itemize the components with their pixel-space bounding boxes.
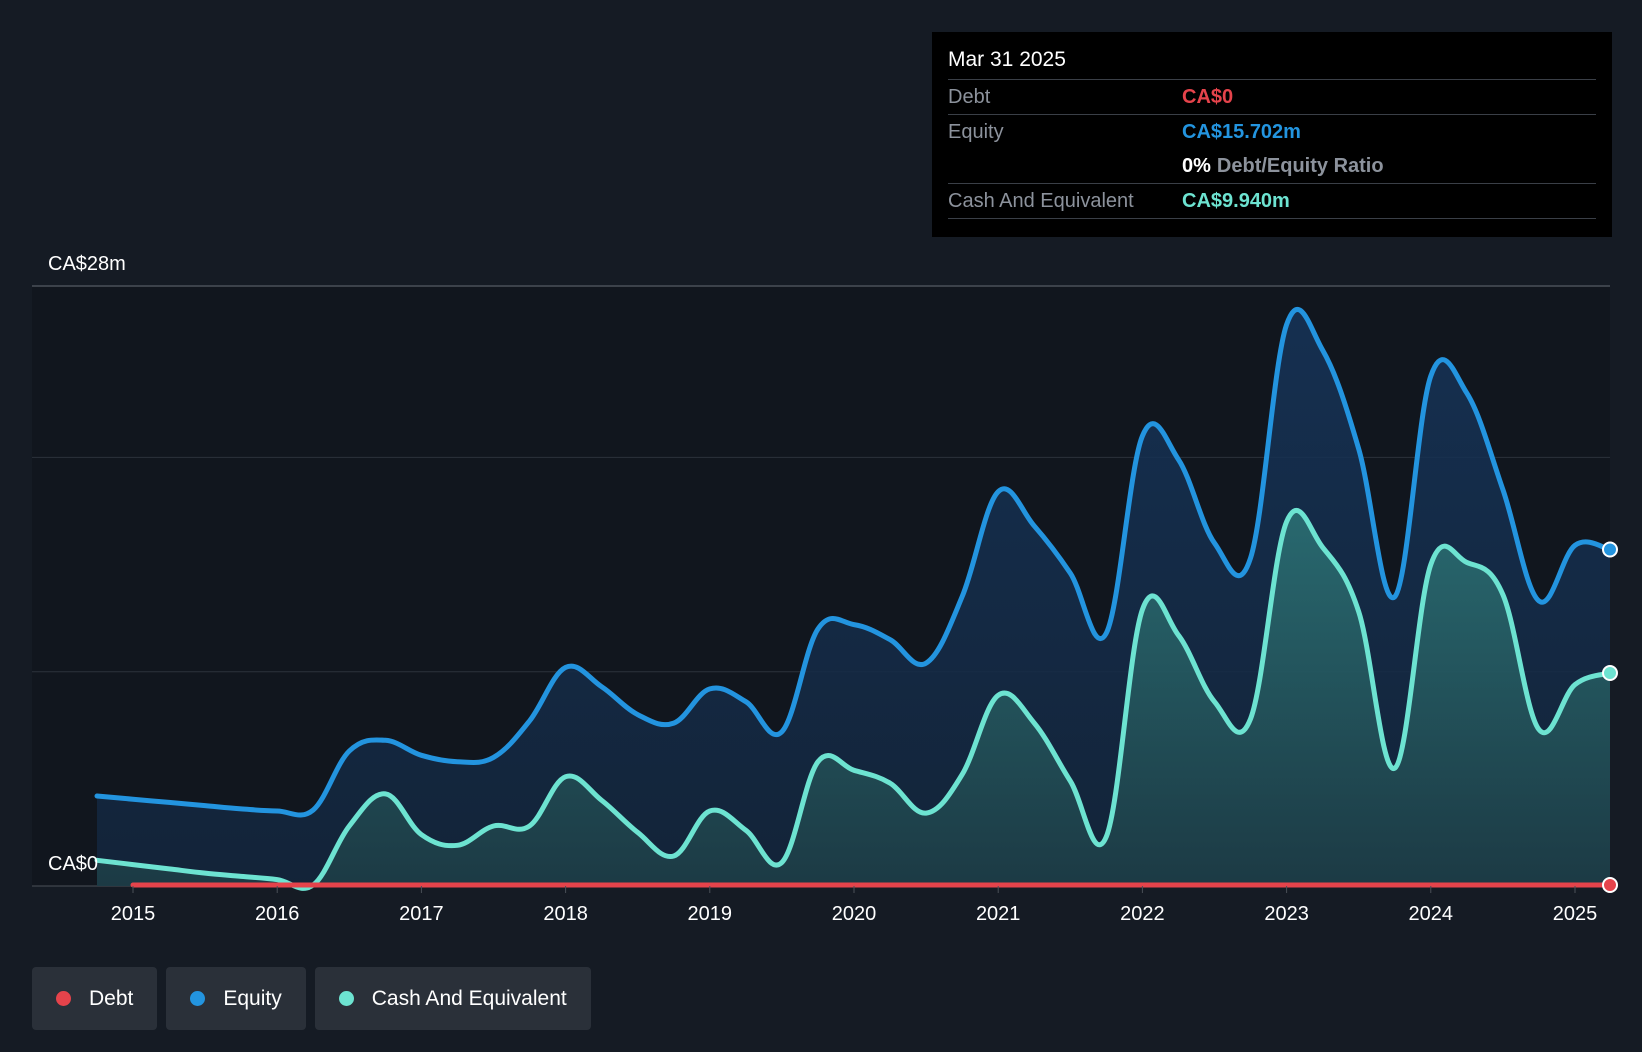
- legend-item-debt[interactable]: Debt: [32, 967, 158, 1030]
- legend-cash-label: Cash And Equivalent: [371, 986, 567, 1010]
- legend-debt-label: Debt: [89, 986, 134, 1010]
- tooltip-debt-row: Debt CA$0: [948, 80, 1596, 115]
- x-tick-label: 2015: [111, 903, 156, 925]
- cash-end-marker: [1602, 665, 1618, 681]
- tooltip-ratio-value: 0%: [1182, 155, 1211, 177]
- x-tick-label: 2020: [832, 903, 877, 925]
- equity-dot-icon: [190, 991, 206, 1006]
- debt-end-marker: [1602, 877, 1618, 893]
- y-axis-bottom-label: CA$0: [48, 853, 98, 875]
- debt-dot-icon: [56, 991, 71, 1006]
- debt-equity-chart: 2015 2016 2017 2018 2019 2020 2021 2022 2023 2024…: [32, 253, 1618, 925]
- x-axis-ticks: 2015 2016 2017 2018 2019 2020 2021 2022 2023 2024…: [111, 886, 1598, 925]
- x-tick-label: 2016: [255, 903, 300, 925]
- tooltip-equity-row: Equity CA$15.702m: [948, 115, 1596, 149]
- tooltip-cash-row: Cash And Equivalent CA$9.940m: [948, 184, 1596, 219]
- end-markers: [1602, 541, 1618, 893]
- tooltip-debt-value: CA$0: [1182, 86, 1234, 108]
- tooltip-equity-label: Equity: [948, 121, 1004, 143]
- x-tick-label: 2022: [1120, 903, 1165, 925]
- legend-item-equity[interactable]: Equity: [166, 967, 306, 1030]
- legend-equity-label: Equity: [223, 986, 282, 1010]
- tooltip-equity-value: CA$15.702m: [1182, 121, 1301, 143]
- x-tick-label: 2021: [976, 903, 1021, 925]
- x-tick-label: 2024: [1409, 903, 1454, 925]
- y-axis-top-label: CA$28m: [48, 253, 126, 275]
- legend-item-cash[interactable]: Cash And Equivalent: [314, 967, 591, 1030]
- tooltip-panel: Mar 31 2025 Debt CA$0 Equity CA$15.702m …: [932, 32, 1612, 237]
- tooltip-date: Mar 31 2025: [948, 46, 1596, 80]
- x-tick-label: 2019: [688, 903, 733, 925]
- tooltip-cash-value: CA$9.940m: [1182, 190, 1290, 212]
- tooltip-cash-label: Cash And Equivalent: [948, 190, 1134, 212]
- cash-line: [94, 508, 1613, 891]
- x-tick-label: 2025: [1553, 903, 1598, 925]
- equity-line: [94, 306, 1613, 818]
- cash-dot-icon: [338, 991, 354, 1006]
- cash-area: [97, 510, 1610, 889]
- equity-end-marker: [1602, 541, 1618, 558]
- tooltip-ratio-row: 0% Debt/Equity Ratio: [948, 149, 1596, 184]
- x-tick-label: 2018: [543, 903, 588, 925]
- x-tick-label: 2017: [399, 903, 444, 925]
- legend: Debt Equity Cash And Equivalent: [32, 967, 600, 1030]
- tooltip-debt-label: Debt: [948, 86, 991, 108]
- x-tick-label: 2023: [1264, 903, 1309, 925]
- tooltip-ratio-label: Debt/Equity Ratio: [1216, 155, 1384, 177]
